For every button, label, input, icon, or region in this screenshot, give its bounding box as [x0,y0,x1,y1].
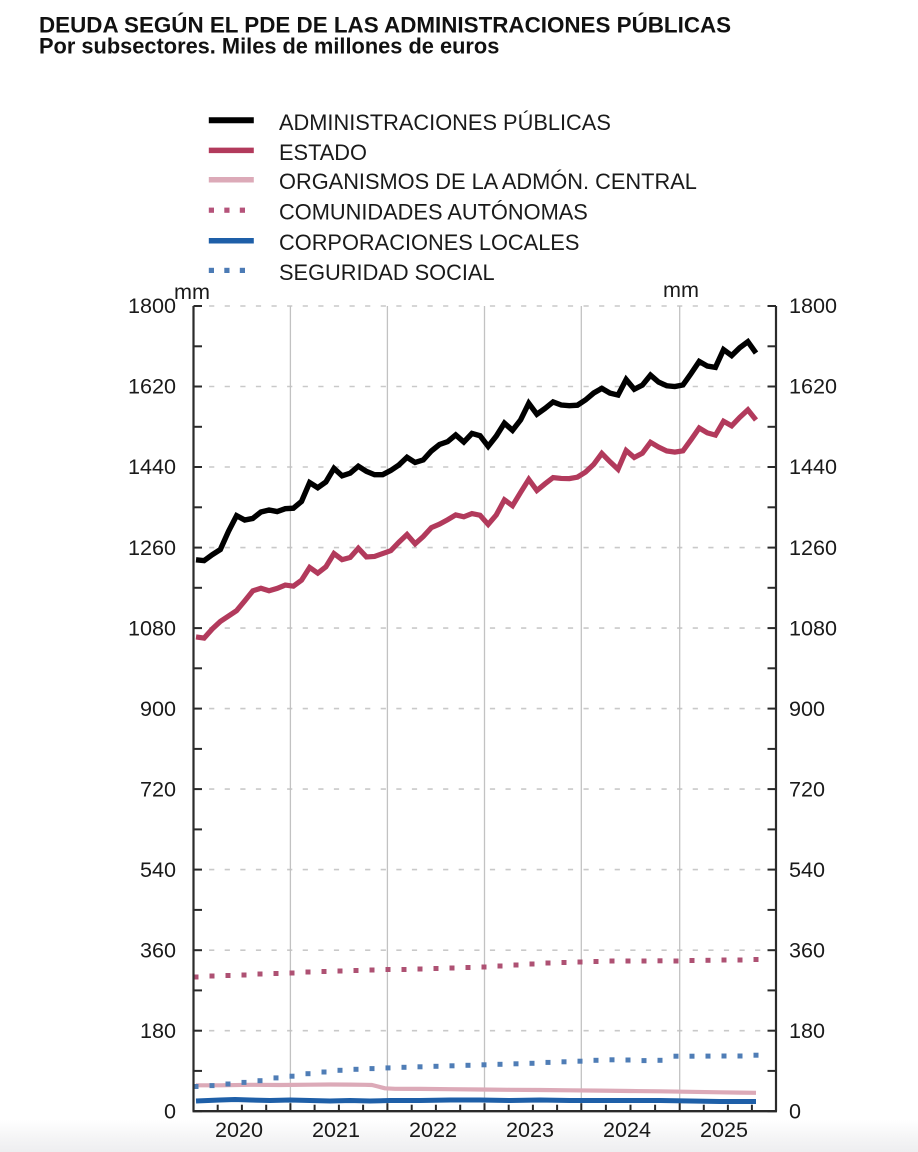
svg-text:0: 0 [164,1098,176,1123]
svg-text:1080: 1080 [789,615,837,640]
svg-text:ESTADO: ESTADO [279,140,367,165]
svg-text:Por subsectores. Miles de mill: Por subsectores. Miles de millones de eu… [39,34,499,59]
svg-text:360: 360 [789,937,825,962]
svg-text:1440: 1440 [128,454,176,479]
svg-text:1620: 1620 [789,374,837,399]
svg-text:900: 900 [789,696,825,721]
svg-text:720: 720 [789,776,825,801]
svg-text:2023: 2023 [506,1117,554,1142]
svg-text:1800: 1800 [128,293,176,318]
svg-text:900: 900 [140,696,176,721]
svg-text:1260: 1260 [789,535,837,560]
svg-text:720: 720 [140,776,176,801]
svg-text:540: 540 [140,857,176,882]
svg-text:2020: 2020 [215,1117,263,1142]
svg-text:SEGURIDAD SOCIAL: SEGURIDAD SOCIAL [279,260,495,285]
svg-text:1440: 1440 [789,454,837,479]
svg-text:2024: 2024 [603,1117,651,1142]
svg-text:mm: mm [663,277,699,302]
svg-text:180: 180 [789,1018,825,1043]
svg-text:540: 540 [789,857,825,882]
svg-text:mm: mm [174,279,210,304]
svg-text:1260: 1260 [128,535,176,560]
svg-text:COMUNIDADES AUTÓNOMAS: COMUNIDADES AUTÓNOMAS [279,200,588,225]
svg-text:CORPORACIONES LOCALES: CORPORACIONES LOCALES [279,230,579,255]
svg-text:1080: 1080 [128,615,176,640]
svg-text:ORGANISMOS DE LA ADMÓN. CENTRA: ORGANISMOS DE LA ADMÓN. CENTRAL [279,169,697,194]
svg-text:0: 0 [789,1098,801,1123]
svg-text:DEUDA SEGÚN EL PDE DE LAS ADMI: DEUDA SEGÚN EL PDE DE LAS ADMINISTRACION… [39,13,731,38]
svg-text:1620: 1620 [128,374,176,399]
svg-text:1800: 1800 [789,293,837,318]
svg-text:2022: 2022 [409,1117,457,1142]
svg-text:180: 180 [140,1018,176,1043]
svg-text:2025: 2025 [700,1117,748,1142]
svg-text:2021: 2021 [312,1117,360,1142]
svg-text:ADMINISTRACIONES PÚBLICAS: ADMINISTRACIONES PÚBLICAS [279,110,611,135]
svg-text:360: 360 [140,937,176,962]
